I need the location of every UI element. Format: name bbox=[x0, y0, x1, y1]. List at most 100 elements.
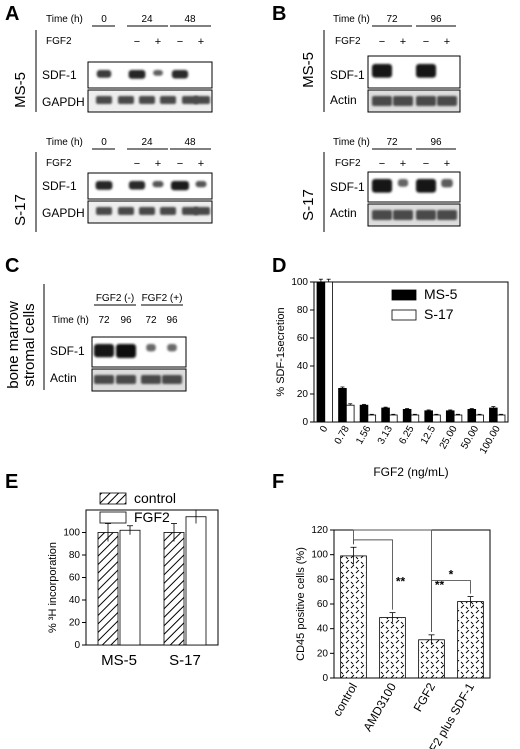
fgf2-plus: + bbox=[155, 36, 161, 48]
sdf1-band bbox=[171, 70, 189, 79]
y-axis-label: % ³H incorporation bbox=[47, 542, 59, 633]
fgf2-label: FGF2 bbox=[46, 158, 72, 169]
x-tick-label: 12.5 bbox=[419, 424, 438, 447]
bar-s-17 bbox=[432, 414, 441, 423]
blot-bands bbox=[94, 344, 182, 384]
bar bbox=[379, 617, 406, 679]
sdf1-band bbox=[95, 181, 113, 190]
actin-band bbox=[372, 96, 392, 106]
sdf1-band bbox=[372, 64, 392, 78]
significance-bracket bbox=[431, 580, 471, 632]
cell-label-ms5: MS-5 bbox=[300, 52, 317, 88]
time-48: 48 bbox=[184, 137, 196, 148]
sdf1-band bbox=[195, 181, 207, 188]
y-tick-label: 20 bbox=[317, 648, 329, 659]
time-72: 72 bbox=[98, 315, 110, 326]
time-0: 0 bbox=[101, 137, 107, 148]
row-label-gapdh: GAPDH bbox=[42, 206, 85, 220]
row-label-sdf1: SDF-1 bbox=[330, 68, 365, 82]
bar-ms-5 bbox=[424, 410, 433, 423]
sdf1-band bbox=[441, 179, 453, 188]
panel-a: A Time (h) 0 24 48 FGF2 − + − + MS-5 SDF… bbox=[5, 3, 213, 232]
gapdh-band bbox=[96, 96, 112, 104]
fgf2-plus: + bbox=[400, 158, 406, 170]
bar-ms-5 bbox=[338, 387, 347, 423]
y-tick-label: 100 bbox=[291, 277, 308, 288]
legend-label: FGF2 bbox=[134, 509, 170, 525]
gapdh-band bbox=[96, 207, 112, 215]
x-tick-label: 50.00 bbox=[459, 424, 481, 452]
actin-band bbox=[416, 210, 436, 220]
panel-e: E 0 20 40 60 80 100 MS-5 S-17 % ³H incorporation… bbox=[5, 471, 219, 669]
row-label-sdf1: SDF-1 bbox=[330, 180, 365, 194]
fgf2-plus: + bbox=[198, 36, 204, 48]
time-72: 72 bbox=[145, 315, 157, 326]
group-fgf2-pos: FGF2 (+) bbox=[142, 293, 183, 304]
actin-band bbox=[116, 375, 136, 384]
x-tick-label: 0.78 bbox=[333, 424, 352, 447]
time-24: 24 bbox=[141, 14, 153, 25]
row-label-actin: Actin bbox=[50, 371, 77, 385]
sdf1-band bbox=[94, 344, 114, 358]
bar bbox=[418, 639, 445, 679]
fgf2-minus: − bbox=[134, 158, 140, 170]
fgf2-label: FGF2 bbox=[335, 36, 361, 47]
bar-ms-5 bbox=[316, 281, 326, 423]
bar-s-17 bbox=[345, 404, 355, 423]
panel-a-ms5-blot: Time (h) 0 24 48 FGF2 − + − + MS-5 SDF-1… bbox=[12, 14, 213, 113]
time-96: 96 bbox=[430, 14, 442, 25]
x-tick-label: 100.00 bbox=[478, 424, 503, 456]
bar-s-17 bbox=[389, 414, 398, 423]
fgf2-label: FGF2 bbox=[46, 36, 72, 47]
legend-swatch bbox=[391, 309, 417, 321]
bar-fgf2 bbox=[185, 516, 207, 646]
time-96: 96 bbox=[430, 137, 442, 148]
y-axis-label: CD45 positive cells (%) bbox=[295, 547, 307, 661]
bar-ms-5 bbox=[381, 407, 390, 423]
chart-e: 0 20 40 60 80 100 MS-5 S-17 % ³H incorporation co… bbox=[47, 490, 219, 669]
gapdh-band bbox=[160, 207, 176, 215]
bar-s-17 bbox=[453, 414, 463, 423]
x-axis-label: FGF2 (ng/mL) bbox=[373, 465, 448, 479]
y-tick-label: 0 bbox=[74, 640, 80, 651]
blot-bands bbox=[372, 179, 457, 220]
time-label: Time (h) bbox=[46, 14, 83, 25]
fgf2-label: FGF2 bbox=[335, 158, 361, 169]
sdf1-band bbox=[146, 344, 156, 352]
blot-box-actin bbox=[367, 203, 461, 227]
row-label-sdf1: SDF-1 bbox=[42, 179, 77, 193]
legend-swatch bbox=[391, 289, 417, 301]
gapdh-band bbox=[139, 96, 155, 104]
y-tick-label: 100 bbox=[311, 550, 328, 561]
time-label: Time (h) bbox=[333, 137, 370, 148]
legend-swatch bbox=[99, 492, 127, 505]
gapdh-band bbox=[194, 207, 210, 215]
actin-band bbox=[393, 210, 413, 220]
y-tick-label: 120 bbox=[311, 525, 328, 536]
x-tick-label: FGF2 bbox=[411, 680, 439, 714]
y-tick-label: 0 bbox=[322, 673, 328, 684]
bar-fgf2 bbox=[119, 529, 141, 646]
cell-label-s17: S-17 bbox=[300, 189, 317, 221]
fgf2-plus: + bbox=[198, 158, 204, 170]
legend-label: S-17 bbox=[424, 306, 454, 322]
sdf1-band bbox=[372, 179, 392, 193]
panel-a-label: A bbox=[5, 3, 19, 25]
legend-label: control bbox=[134, 490, 176, 506]
row-label-actin: Actin bbox=[330, 93, 357, 107]
y-tick-label: 80 bbox=[317, 574, 329, 585]
x-tick-label: AMD3100 bbox=[360, 680, 399, 733]
bar bbox=[340, 555, 367, 679]
time-48: 48 bbox=[184, 14, 196, 25]
bar-ms-5 bbox=[359, 404, 369, 423]
time-96: 96 bbox=[166, 315, 178, 326]
y-tick-label: 20 bbox=[69, 618, 81, 629]
fgf2-minus: − bbox=[134, 36, 140, 48]
time-72: 72 bbox=[386, 14, 398, 25]
time-24: 24 bbox=[141, 137, 153, 148]
x-tick-label: control bbox=[330, 681, 360, 719]
fgf2-minus: − bbox=[379, 158, 385, 170]
actin-band bbox=[393, 96, 413, 106]
